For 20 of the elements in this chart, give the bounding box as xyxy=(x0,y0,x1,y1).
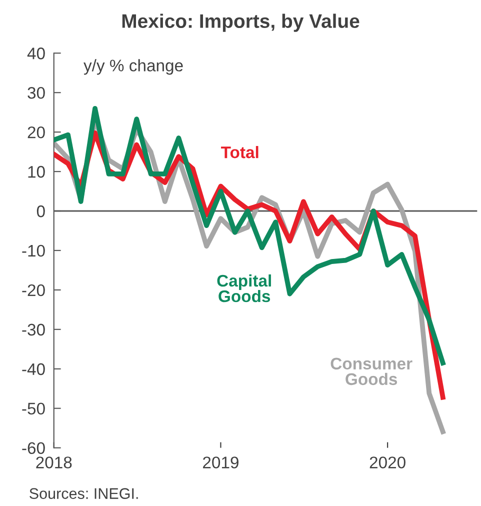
y-tick-label: -30 xyxy=(22,324,45,336)
series-label: Total xyxy=(221,146,258,158)
y-tick-label: -10 xyxy=(22,244,45,257)
y-tick-label: -40 xyxy=(22,363,45,376)
y-tick-label: -20 xyxy=(22,284,45,296)
y-tick-label: -50 xyxy=(22,402,45,415)
x-tick-label: 2020 xyxy=(370,456,406,468)
y-tick-label: 20 xyxy=(28,126,45,138)
y-tick-label: -60 xyxy=(22,442,45,454)
y-tick-label: 40 xyxy=(27,48,45,60)
y-tick-label: 10 xyxy=(28,166,45,178)
chart-title: Mexico: Imports, by Value xyxy=(122,14,360,32)
series-label: Capital Goods xyxy=(217,274,271,302)
x-tick-label: 2019 xyxy=(203,456,238,468)
series-label: Consumer Goods xyxy=(330,358,412,386)
source-note: Sources: INEGI. xyxy=(30,488,138,499)
y-axis-title: y/y % change xyxy=(84,59,183,75)
y-tick-label: 30 xyxy=(28,87,45,99)
y-tick-label: 0 xyxy=(36,205,45,218)
x-tick-label: 2018 xyxy=(36,456,72,468)
